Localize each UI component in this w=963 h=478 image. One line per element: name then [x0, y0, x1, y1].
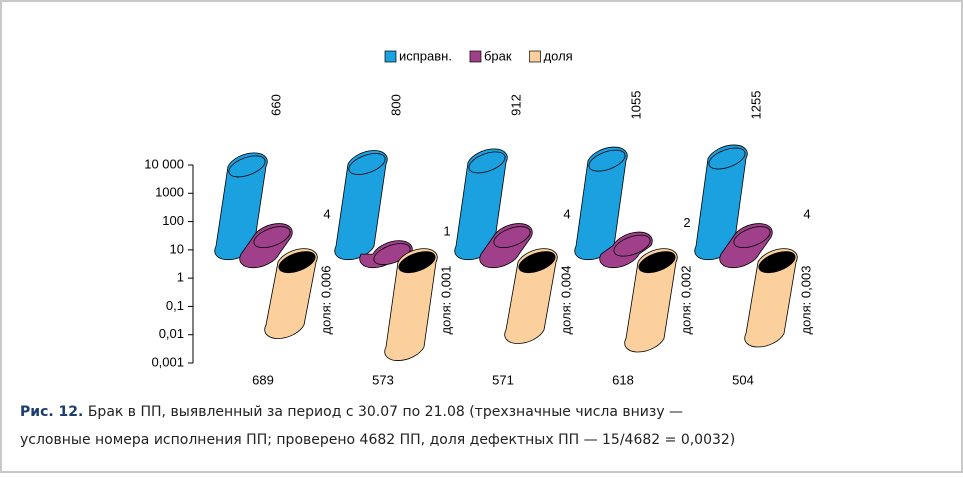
cylinder-body: [384, 248, 438, 361]
cylinder-body: [574, 146, 628, 261]
cylinder-body: [264, 248, 318, 339]
data-label: 4: [803, 207, 810, 222]
data-label: 1255: [748, 91, 763, 120]
cylinder-cap: [278, 251, 316, 274]
y-tick-label: 1000: [155, 185, 184, 200]
data-label: 1: [443, 224, 450, 239]
x-tick-label: 571: [492, 372, 514, 387]
data-label: доля: 0,004: [558, 266, 573, 335]
x-tick-label: 573: [372, 372, 394, 387]
x-tick-label: 618: [612, 372, 634, 387]
data-label: 4: [563, 207, 570, 222]
legend-label: исправн.: [399, 48, 452, 63]
legend-label: брак: [484, 48, 512, 63]
data-label: доля: 0,001: [438, 266, 453, 335]
x-tick-label: 689: [252, 372, 274, 387]
cylinder-body: [624, 248, 678, 353]
cylinder-body: [744, 248, 798, 348]
cylinder-body: [504, 248, 558, 344]
caption-label: Рис. 12.: [20, 404, 83, 420]
data-label: 800: [388, 94, 403, 116]
y-tick-label: 1: [177, 270, 184, 285]
cylinder-cap: [468, 151, 506, 174]
data-label: 4: [323, 207, 330, 222]
legend-swatch: [469, 50, 482, 63]
cylinder-cap: [708, 147, 746, 170]
cylinder-cap: [493, 226, 531, 249]
legend-swatch: [529, 50, 541, 63]
data-label: 1055: [628, 91, 643, 120]
cylinder-body: [694, 144, 748, 261]
data-label: доля: 0,002: [678, 266, 693, 335]
cylinder-cap: [758, 251, 796, 274]
data-label: доля: 0,006: [318, 266, 333, 335]
cylinder-cap: [348, 153, 386, 175]
cylinder-body: [454, 148, 508, 261]
caption-line: Рис. 12. Брак в ПП, выявленный за период…: [20, 404, 683, 420]
cylinder-cap: [518, 251, 556, 274]
y-tick-label: 100: [162, 213, 184, 228]
cylinder-cap: [638, 251, 676, 274]
y-tick-label: 0,001: [151, 354, 184, 369]
y-tick-label: 10 000: [144, 156, 184, 171]
cylinder-cap: [613, 234, 651, 257]
data-label: 660: [268, 94, 283, 116]
data-label: доля: 0,003: [798, 266, 813, 335]
x-tick-label: 504: [732, 372, 754, 387]
cylinder-cap: [253, 226, 291, 249]
y-tick-label: 0,01: [159, 326, 184, 341]
data-label: 912: [508, 94, 523, 116]
data-label: 2: [683, 215, 690, 230]
legend-swatch: [384, 50, 397, 63]
cylinder-cap: [733, 226, 771, 249]
y-tick-label: 0,1: [166, 298, 184, 313]
cylinder-cap: [588, 149, 626, 172]
caption-text: условные номера исполнения ПП; проверено…: [20, 432, 735, 448]
cylinder-cap: [228, 155, 266, 178]
cylinder-body: [334, 150, 388, 261]
cylinder-cap: [398, 251, 436, 274]
caption-text: Брак в ПП, выявленный за период с 30.07 …: [88, 404, 683, 420]
legend-label: доля: [544, 48, 573, 63]
y-tick-label: 10: [170, 241, 184, 256]
cylinder-body: [214, 152, 268, 261]
